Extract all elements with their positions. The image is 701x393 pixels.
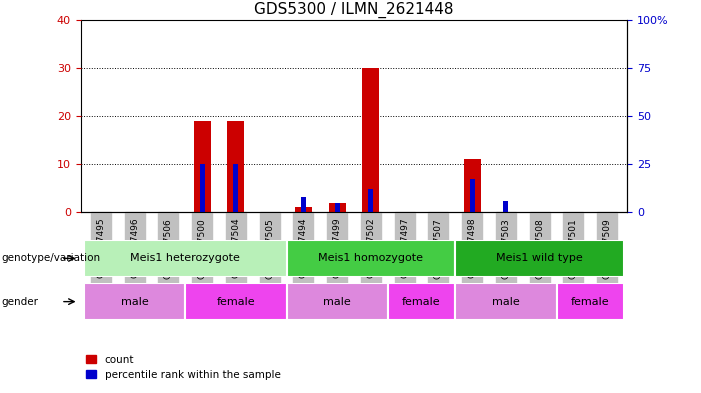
Text: female: female [571, 297, 610, 307]
Title: GDS5300 / ILMN_2621448: GDS5300 / ILMN_2621448 [254, 2, 454, 18]
Bar [193, 121, 210, 212]
Bar [329, 203, 346, 212]
Bar [470, 180, 475, 212]
Bar [200, 164, 205, 212]
Bar [185, 283, 287, 320]
Bar [362, 68, 379, 212]
Text: gender: gender [1, 297, 39, 307]
Legend: count, percentile rank within the sample: count, percentile rank within the sample [86, 355, 280, 380]
Bar [334, 203, 340, 212]
Bar [295, 208, 312, 212]
Text: Meis1 homozygote: Meis1 homozygote [318, 253, 423, 263]
Text: female: female [217, 297, 255, 307]
Bar [84, 283, 185, 320]
Bar [463, 159, 481, 212]
Text: female: female [402, 297, 441, 307]
Text: male: male [492, 297, 519, 307]
Bar [287, 283, 388, 320]
Bar [557, 283, 624, 320]
Bar [227, 121, 245, 212]
Bar [455, 283, 557, 320]
Bar [301, 197, 306, 212]
Bar [233, 164, 238, 212]
Bar [287, 240, 455, 277]
Bar [455, 240, 624, 277]
Text: male: male [121, 297, 149, 307]
Text: Meis1 heterozygote: Meis1 heterozygote [130, 253, 240, 263]
Bar [368, 189, 374, 212]
Text: genotype/variation: genotype/variation [1, 253, 100, 263]
Text: male: male [323, 297, 351, 307]
Bar [503, 201, 508, 212]
Bar [84, 240, 287, 277]
Bar [388, 283, 455, 320]
Text: Meis1 wild type: Meis1 wild type [496, 253, 583, 263]
